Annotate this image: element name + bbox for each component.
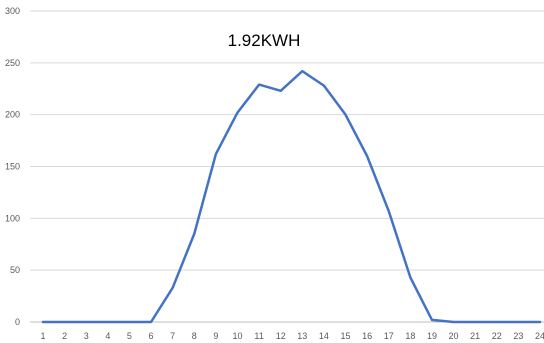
x-tick-label: 18 bbox=[405, 331, 415, 341]
x-tick-label: 8 bbox=[192, 331, 197, 341]
y-tick-label: 0 bbox=[15, 317, 20, 327]
x-tick-label: 7 bbox=[170, 331, 175, 341]
x-tick-label: 6 bbox=[149, 331, 154, 341]
x-tick-label: 3 bbox=[84, 331, 89, 341]
x-tick-label: 15 bbox=[341, 331, 351, 341]
x-tick-label: 12 bbox=[276, 331, 286, 341]
x-tick-label: 4 bbox=[105, 331, 110, 341]
x-tick-label: 11 bbox=[254, 331, 263, 341]
series-lines bbox=[41, 69, 542, 324]
chart-title: 1.92KWH bbox=[228, 31, 301, 50]
x-tick-label: 19 bbox=[427, 331, 437, 341]
y-tick-label: 100 bbox=[5, 213, 20, 223]
y-tick-label: 250 bbox=[5, 58, 20, 68]
y-tick-label: 150 bbox=[5, 162, 20, 172]
x-tick-label: 13 bbox=[297, 331, 307, 341]
y-tick-label: 50 bbox=[10, 265, 20, 275]
series-line bbox=[41, 69, 542, 324]
y-tick-label: 200 bbox=[5, 110, 20, 120]
x-tick-label: 14 bbox=[319, 331, 329, 341]
x-tick-label: 21 bbox=[470, 331, 480, 341]
x-tick-label: 10 bbox=[232, 331, 242, 341]
x-tick-label: 9 bbox=[213, 331, 218, 341]
x-tick-label: 23 bbox=[513, 331, 523, 341]
x-tick-label: 24 bbox=[535, 331, 544, 341]
x-tick-label: 22 bbox=[492, 331, 502, 341]
gridlines bbox=[30, 10, 544, 323]
x-tick-label: 5 bbox=[127, 331, 132, 341]
x-tick-label: 2 bbox=[62, 331, 67, 341]
x-tick-label: 17 bbox=[384, 331, 394, 341]
x-tick-label: 20 bbox=[449, 331, 459, 341]
x-axis-tick-labels: 1 2 3 4 5 6 7 8 9 10 11 12 13 14 15 16 17 18 19 20 21 22 23 24 bbox=[40, 331, 544, 341]
y-axis-tick-labels: 0 50 100 150 200 250 300 bbox=[5, 6, 20, 327]
x-tick-label: 1 bbox=[40, 331, 45, 341]
x-tick-label: 16 bbox=[362, 331, 372, 341]
y-tick-label: 300 bbox=[5, 6, 20, 16]
